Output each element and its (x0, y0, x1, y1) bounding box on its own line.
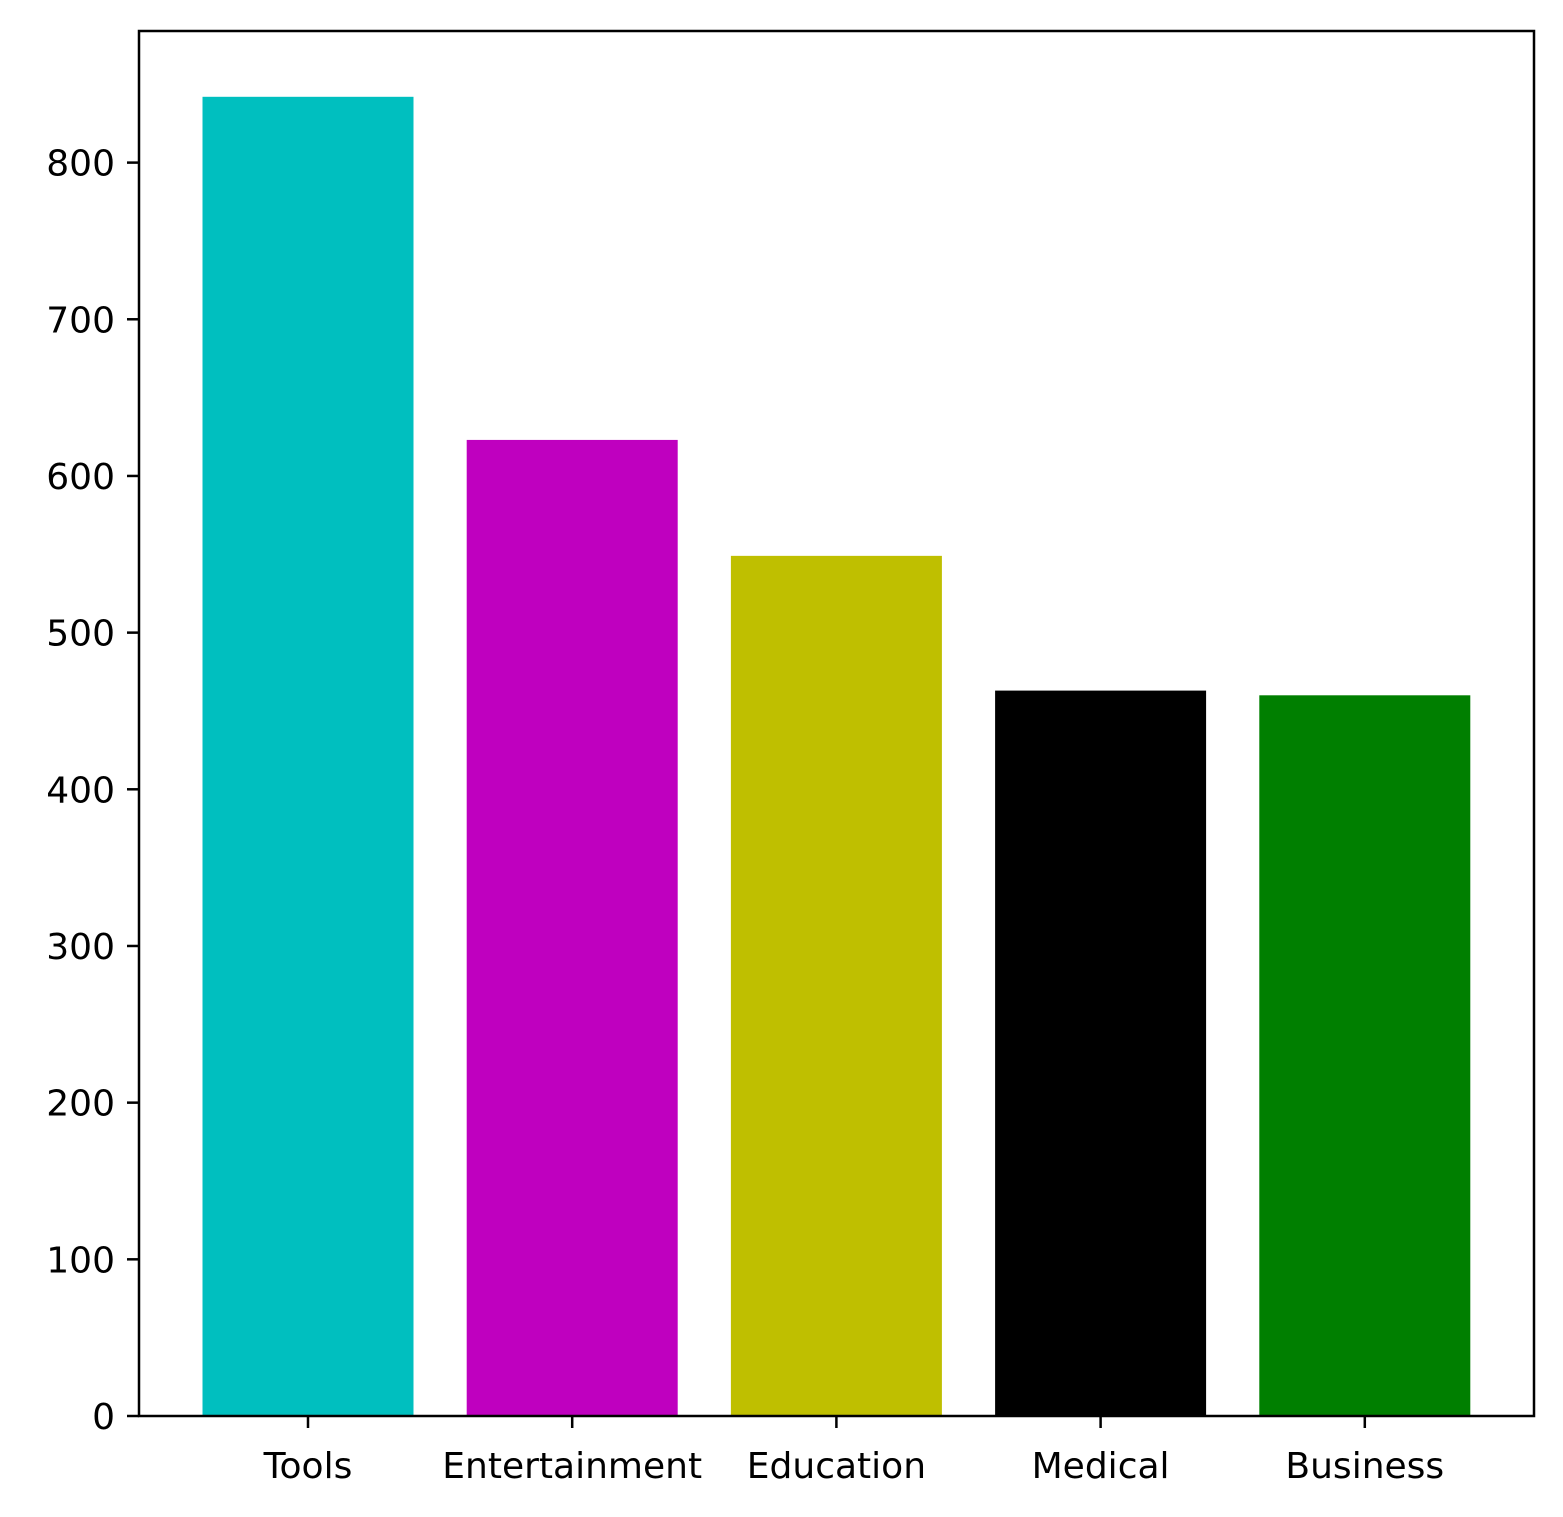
y-tick-label-200: 200 (46, 1084, 115, 1125)
bar-medical (995, 690, 1207, 1416)
y-tick-label-800: 800 (46, 144, 115, 185)
x-tick-label-business: Business (1285, 1446, 1444, 1487)
bar-education (730, 555, 942, 1416)
x-axis: Tools Entertainment Education Medical Busine… (263, 1416, 1444, 1487)
bars-group (202, 96, 1471, 1416)
bar-business (1259, 695, 1471, 1416)
y-tick-label-600: 600 (46, 457, 115, 498)
bar-entertainment (466, 439, 678, 1416)
y-tick-label-0: 0 (92, 1397, 115, 1438)
x-tick-label-tools: Tools (263, 1446, 353, 1487)
y-tick-label-100: 100 (46, 1240, 115, 1281)
plot-frame (137, 29, 1536, 1418)
y-tick-label-500: 500 (46, 614, 115, 655)
y-axis: 0 100 200 300 400 500 600 700 800 (46, 144, 139, 1438)
y-tick-label-300: 300 (46, 927, 115, 968)
x-tick-label-education: Education (747, 1446, 926, 1487)
y-tick-label-700: 700 (46, 300, 115, 341)
x-tick-label-medical: Medical (1032, 1446, 1170, 1487)
bar-tools (202, 96, 414, 1416)
x-tick-label-entertainment: Entertainment (442, 1446, 702, 1487)
y-tick-label-400: 400 (46, 770, 115, 811)
